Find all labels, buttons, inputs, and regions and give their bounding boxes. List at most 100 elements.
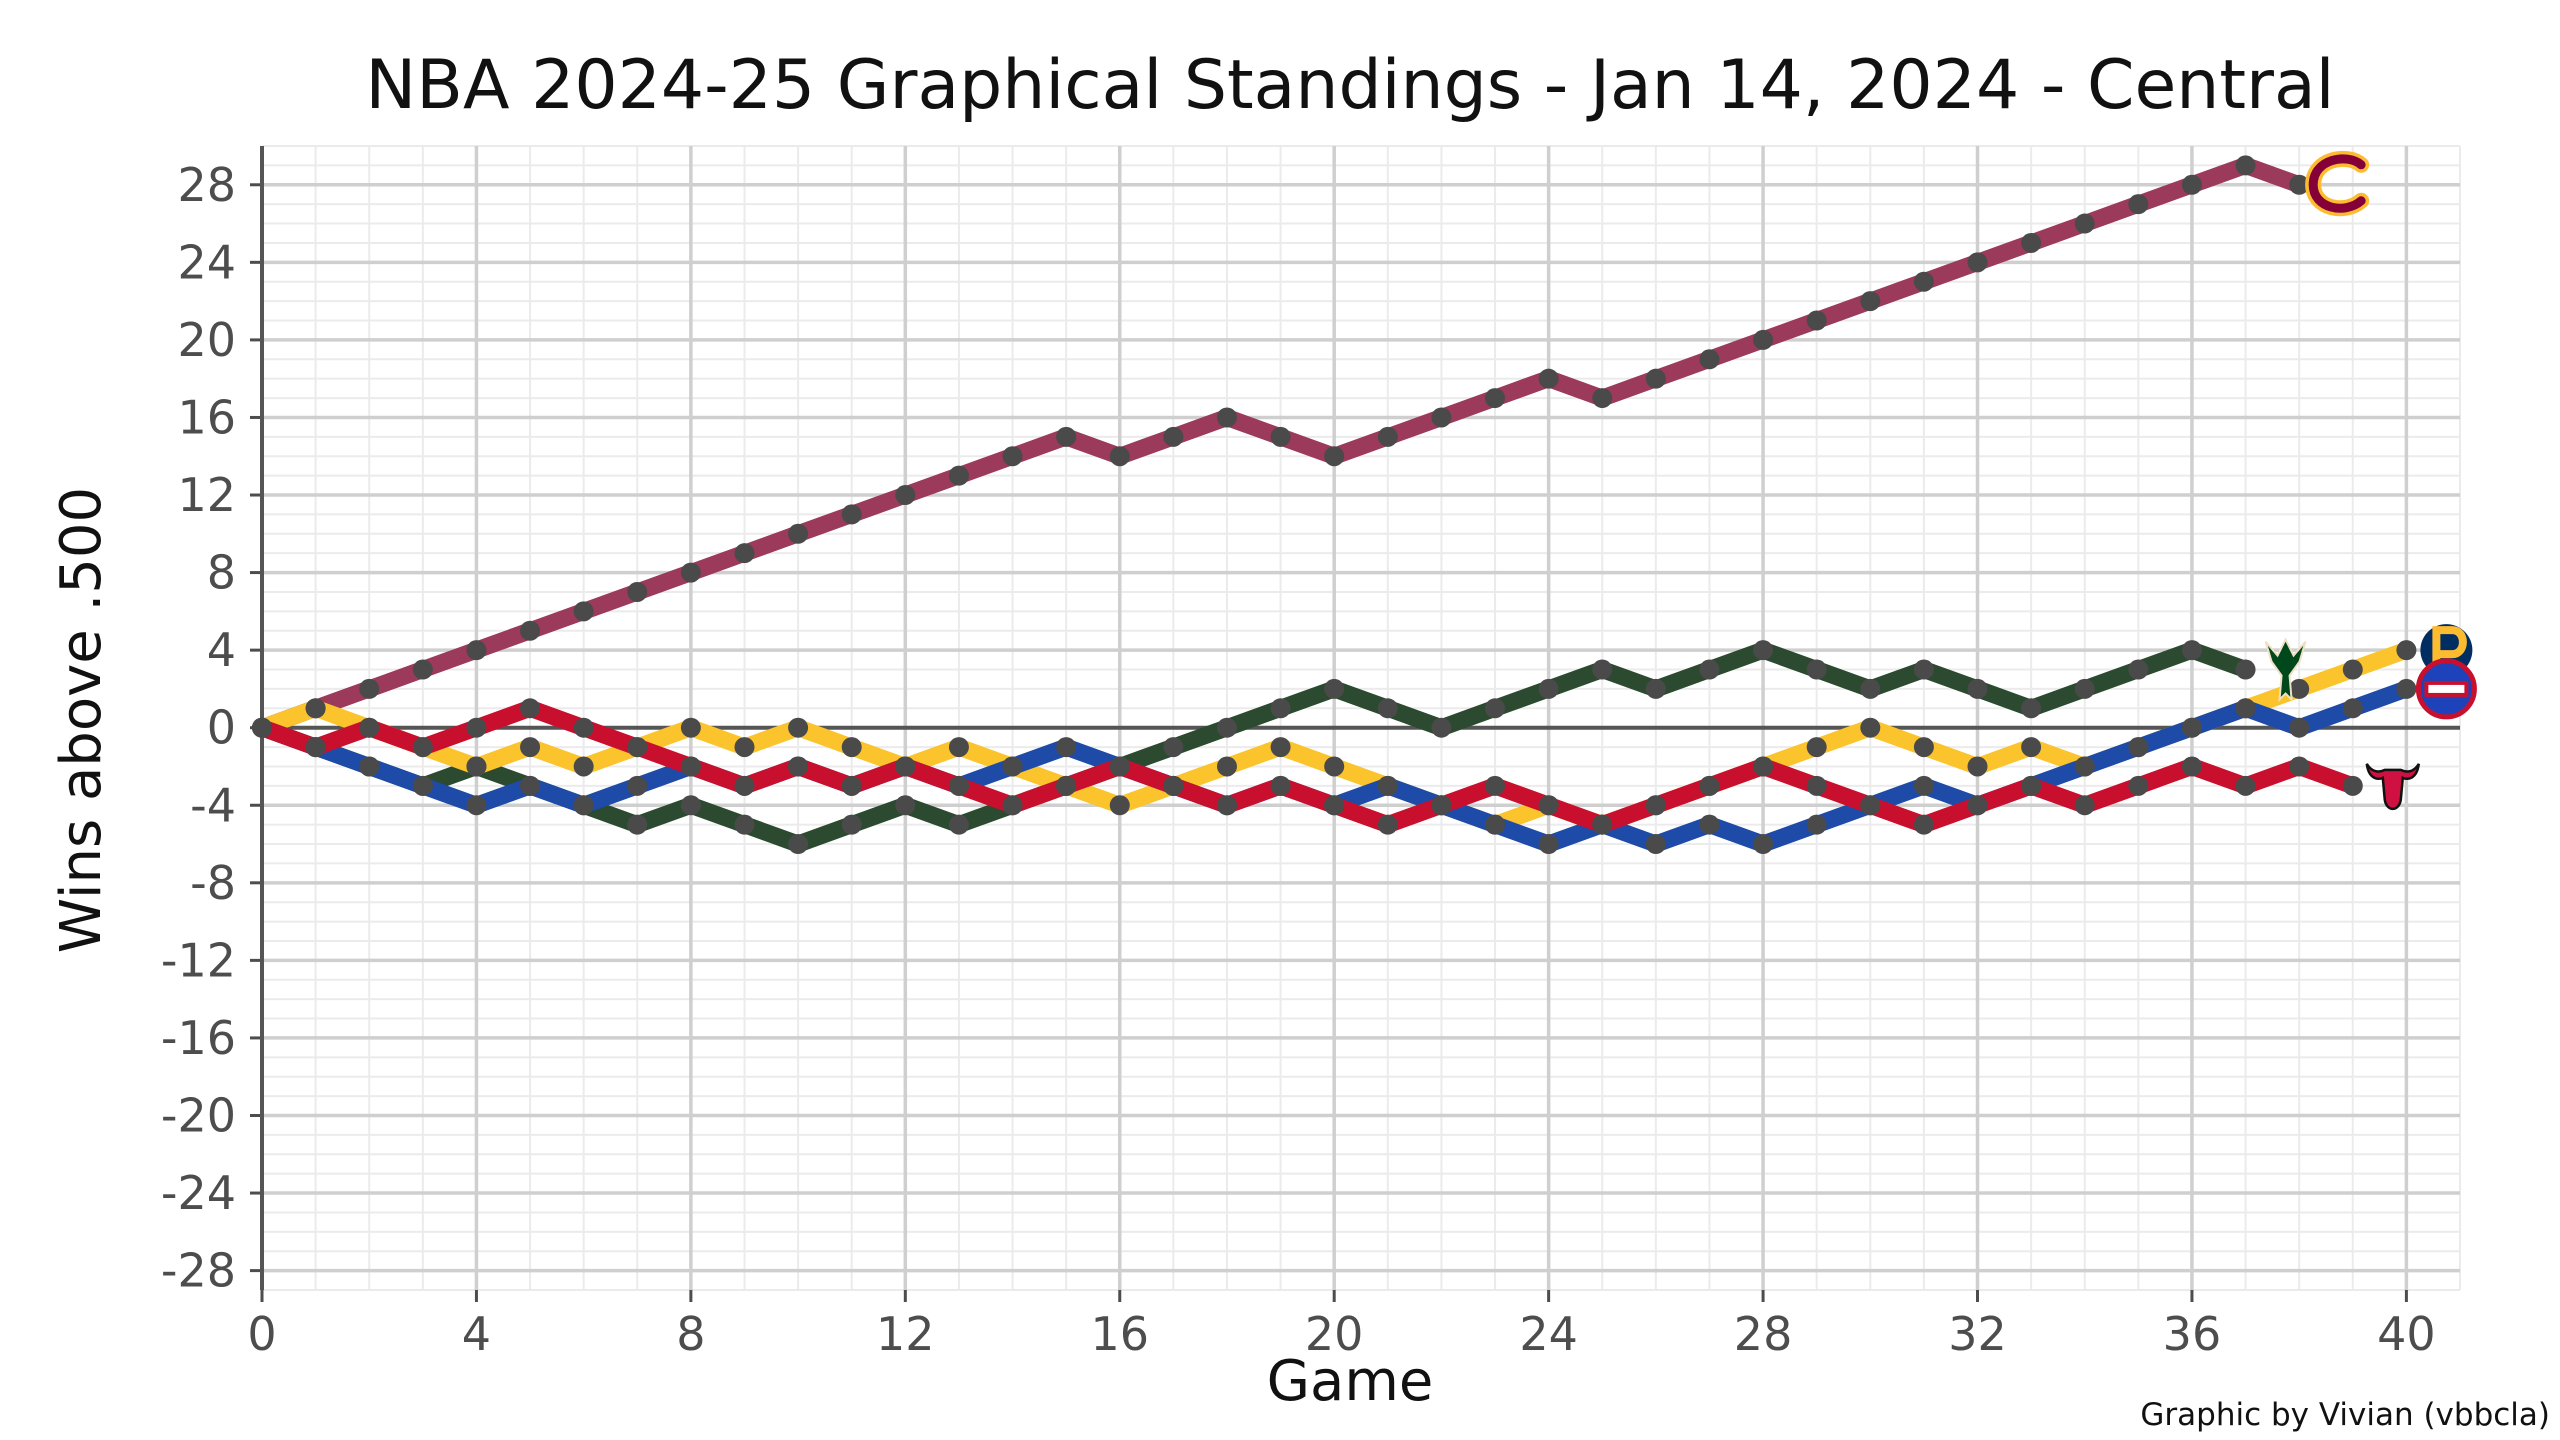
- data-point-bucks: [680, 795, 701, 816]
- data-point-bucks: [1967, 678, 1988, 699]
- data-point-cavaliers: [1216, 407, 1237, 428]
- y-tick-label: 20: [177, 313, 236, 367]
- data-point-bulls: [1753, 756, 1774, 777]
- data-point-pistons: [627, 775, 648, 796]
- data-point-pacers: [788, 717, 809, 738]
- y-tick-label: 8: [207, 546, 236, 600]
- x-tick-label: 8: [676, 1307, 705, 1361]
- data-point-bucks: [948, 814, 969, 835]
- x-tick-label: 40: [2377, 1307, 2436, 1361]
- data-point-bulls: [466, 717, 487, 738]
- data-point-pistons: [2289, 717, 2310, 738]
- data-point-bulls: [1163, 775, 1184, 796]
- data-point-bulls: [305, 737, 326, 758]
- x-tick-label: 20: [1305, 1307, 1364, 1361]
- data-point-cavaliers: [1753, 329, 1774, 350]
- x-tick-label: 24: [1519, 1307, 1578, 1361]
- data-point-cavaliers: [466, 640, 487, 661]
- data-point-pacers: [2021, 737, 2042, 758]
- data-point-pistons: [2396, 678, 2417, 699]
- data-point-bucks: [1216, 717, 1237, 738]
- data-point-pacers: [520, 737, 541, 758]
- data-point-bucks: [1431, 717, 1452, 738]
- data-point-pacers: [1324, 756, 1345, 777]
- data-point-cavaliers: [2021, 232, 2042, 253]
- x-tick-label: 16: [1090, 1307, 1149, 1361]
- bucks-logo-icon: [2264, 637, 2307, 703]
- x-axis-title: Game: [1267, 1349, 1434, 1414]
- data-point-pacers: [1270, 737, 1291, 758]
- data-point-bucks: [1377, 698, 1398, 719]
- data-point-bulls: [1699, 775, 1720, 796]
- data-point-pacers: [2396, 640, 2417, 661]
- data-point-bulls: [1324, 795, 1345, 816]
- data-point-pistons: [412, 775, 433, 796]
- data-point-bulls: [1377, 814, 1398, 835]
- x-tick-label: 0: [247, 1307, 276, 1361]
- data-point-bucks: [2235, 659, 2256, 680]
- data-point-pacers: [1216, 756, 1237, 777]
- data-point-bucks: [2128, 659, 2149, 680]
- data-point-bulls: [2074, 795, 2095, 816]
- data-point-pistons: [520, 775, 541, 796]
- data-point-cavaliers: [1324, 446, 1345, 467]
- data-point-cavaliers: [1967, 252, 1988, 273]
- data-point-pistons: [573, 795, 594, 816]
- y-tick-label: 16: [177, 390, 236, 444]
- bulls-logo-icon: [2365, 763, 2421, 811]
- bulls-logo-head: [2365, 763, 2421, 811]
- y-tick-label: -8: [190, 856, 236, 910]
- data-point-bucks: [2021, 698, 2042, 719]
- data-point-cavaliers: [520, 620, 541, 641]
- data-point-pistons: [2181, 717, 2202, 738]
- y-tick-label: 0: [207, 701, 236, 755]
- chart-title: NBA 2024-25 Graphical Standings - Jan 14…: [365, 46, 2334, 125]
- data-point-bulls: [1967, 795, 1988, 816]
- data-point-bulls: [1002, 795, 1023, 816]
- data-point-cavaliers: [948, 465, 969, 486]
- y-tick-label: 4: [207, 623, 236, 677]
- y-tick-label: -24: [161, 1166, 236, 1220]
- data-point-bulls: [1216, 795, 1237, 816]
- data-point-bulls: [359, 717, 380, 738]
- data-point-cavaliers: [412, 659, 433, 680]
- data-point-bucks: [1270, 698, 1291, 719]
- data-point-cavaliers: [1806, 310, 1827, 331]
- data-point-bulls: [1913, 814, 1934, 835]
- data-point-bulls: [1806, 775, 1827, 796]
- data-point-bucks: [1324, 678, 1345, 699]
- data-point-pistons: [1645, 834, 1666, 855]
- data-point-pistons: [1002, 756, 1023, 777]
- data-point-bulls: [1109, 756, 1130, 777]
- data-point-bulls: [841, 775, 862, 796]
- data-point-pacers: [466, 756, 487, 777]
- data-point-pistons: [1913, 775, 1934, 796]
- data-point-bucks: [1753, 640, 1774, 661]
- data-point-cavaliers: [1645, 368, 1666, 389]
- data-point-bulls: [2342, 775, 2363, 796]
- y-tick-labels: 28 24 20 16 12 8 4 0 -4 -8 -12 -16 -20 -24 -28: [161, 158, 236, 1298]
- data-point-bulls: [573, 717, 594, 738]
- data-point-cavaliers: [1270, 426, 1291, 447]
- data-point-bulls: [1270, 775, 1291, 796]
- data-point-cavaliers: [841, 504, 862, 525]
- data-point-pacers: [2289, 678, 2310, 699]
- data-point-bucks: [1645, 678, 1666, 699]
- data-point-bucks: [1699, 659, 1720, 680]
- data-point-bulls: [627, 737, 648, 758]
- data-point-pacers: [573, 756, 594, 777]
- data-point-cavaliers: [1592, 388, 1613, 409]
- data-point-cavaliers: [2074, 213, 2095, 234]
- data-point-cavaliers: [1163, 426, 1184, 447]
- data-point-bucks: [2181, 640, 2202, 661]
- data-point-pistons: [359, 756, 380, 777]
- pacers-logo-p: [2432, 626, 2467, 673]
- data-point-bulls: [895, 756, 916, 777]
- data-point-pistons: [1056, 737, 1077, 758]
- data-point-pistons: [1538, 834, 1559, 855]
- data-point-cavaliers: [1377, 426, 1398, 447]
- y-axis-title: Wins above .500: [49, 487, 114, 953]
- pistons-logo-stripe: [2428, 684, 2465, 693]
- x-tick-labels: 0 4 8 12 16 20 24 28 32 36 40: [247, 1307, 2435, 1361]
- data-point-pacers: [1806, 737, 1827, 758]
